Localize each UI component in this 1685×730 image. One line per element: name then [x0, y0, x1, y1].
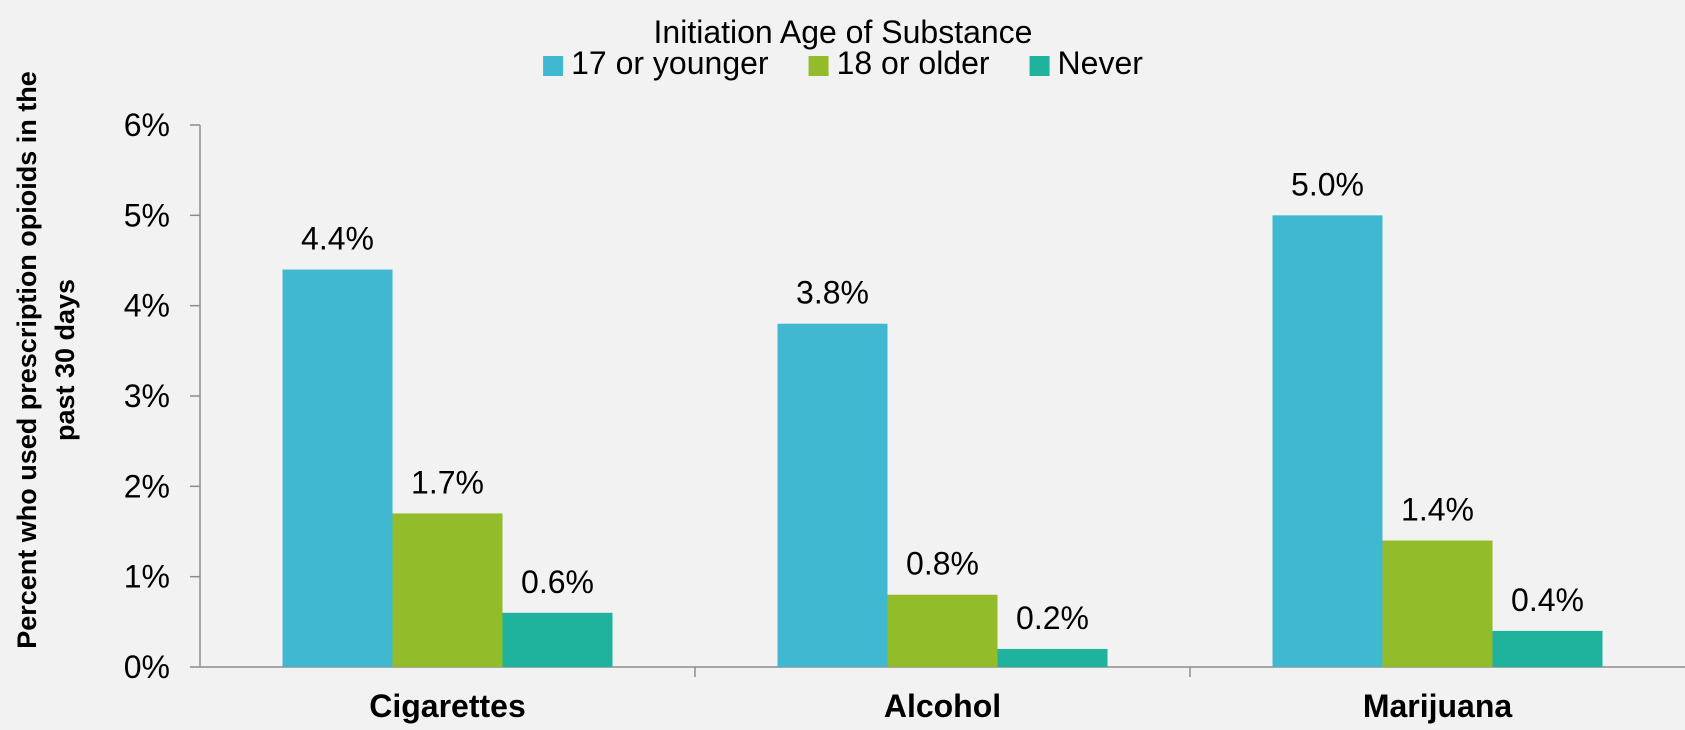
legend-label: 18 or older	[837, 45, 990, 81]
legend-title: Initiation Age of Substance	[654, 14, 1033, 50]
x-tick-label-alcohol: Alcohol	[884, 688, 1001, 724]
y-tick-label: 2%	[124, 468, 170, 504]
y-axis-title-line-2: past 30 days	[50, 279, 80, 441]
data-label: 4.4%	[301, 221, 374, 257]
data-label: 0.6%	[521, 564, 594, 600]
bars: 4.4% 1.7% 0.6% 3.8% 0.8% 0.2% 5.0% 1.4% 0.4%	[282, 166, 1603, 668]
legend-swatch	[543, 56, 564, 76]
bar-17-or-younger-cigarettes	[282, 269, 393, 667]
legend-swatch	[808, 56, 829, 76]
data-label: 0.4%	[1511, 582, 1584, 618]
y-tick-label: 0%	[124, 649, 170, 685]
bar-18-or-older-cigarettes	[392, 513, 503, 667]
y-tick-label: 6%	[124, 107, 170, 143]
bar-17-or-younger-alcohol	[777, 323, 888, 667]
legend-swatch	[1029, 56, 1050, 76]
bar-never-marijuana	[1492, 630, 1603, 667]
legend-label: 17 or younger	[571, 45, 769, 81]
legend: 17 or younger 18 or older Never	[543, 45, 1143, 81]
bar-18-or-older-alcohol	[887, 594, 998, 667]
x-tick-label-cigarettes: Cigarettes	[369, 688, 526, 724]
legend-item: 17 or younger	[543, 45, 769, 81]
bar-never-alcohol	[997, 648, 1108, 667]
data-label: 3.8%	[796, 275, 869, 311]
legend-label: Never	[1058, 45, 1144, 81]
data-label: 5.0%	[1291, 166, 1364, 202]
data-label: 0.2%	[1016, 600, 1089, 636]
x-tick-label-marijuana: Marijuana	[1363, 688, 1513, 724]
y-tick-label: 5%	[124, 197, 170, 233]
y-tick-label: 3%	[124, 378, 170, 414]
bar-18-or-older-marijuana	[1382, 540, 1493, 667]
bar-17-or-younger-marijuana	[1272, 215, 1383, 668]
y-tick-label: 1%	[124, 559, 170, 595]
data-label: 1.7%	[411, 464, 484, 500]
legend-item: Never	[1029, 45, 1144, 81]
legend-item: 18 or older	[808, 45, 990, 81]
y-axis-title-line-1: Percent who used prescription opioids in…	[12, 71, 42, 649]
y-tick-label: 4%	[124, 288, 170, 324]
data-label: 1.4%	[1401, 492, 1474, 528]
bar-never-cigarettes	[502, 612, 613, 667]
data-label: 0.8%	[906, 546, 979, 582]
